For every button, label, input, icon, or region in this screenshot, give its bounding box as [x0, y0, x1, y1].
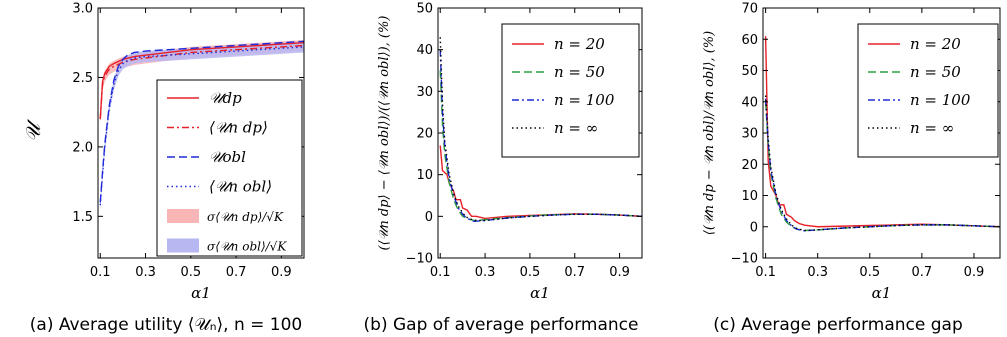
- x-axis-label: α1: [872, 284, 892, 302]
- y-tick-label: −10: [406, 252, 433, 267]
- y-tick-label: 50: [416, 2, 433, 17]
- legend: n = 20 n = 50 n = 100 n = ∞: [501, 23, 640, 158]
- x-tick-label: 0.7: [912, 265, 933, 280]
- legend-label: n = 20: [910, 35, 961, 53]
- series-line-3: [99, 46, 304, 206]
- legend-label: n = 100: [910, 91, 971, 109]
- legend-label: n = 20: [554, 35, 605, 53]
- series-line-2: [99, 40, 304, 203]
- panel-a: 0.1 0.3 0.5 0.7 0.9 1.5 2.0 2.5 3.0 α1 𝒰 𝒰dp ⟨𝒰n dp⟩…: [21, 2, 305, 302]
- panel-c: 0.1 0.3 0.5 0.7 0.9 −10 0 10 20 30 40 50 60 70 α1 ⟨(𝒰n …: [702, 2, 1001, 302]
- y-tick-label: 40: [741, 95, 758, 110]
- y-tick-label: 70: [741, 2, 758, 17]
- legend-band-swatch: [167, 209, 199, 223]
- legend-label: ⟨𝒰n obl⟩: [209, 178, 272, 196]
- y-tick-label: 2.0: [72, 140, 93, 155]
- y-tick-label: 30: [741, 127, 758, 142]
- legend-label: n = 50: [554, 63, 605, 81]
- y-axis-label: (⟨𝒰n dp⟩ − ⟨𝒰n obl⟩)/(⟨𝒰n obl⟩), (%): [377, 16, 392, 251]
- legend-label: 𝒰obl: [209, 148, 246, 166]
- x-tick-label: 0.7: [226, 265, 247, 280]
- legend-label: n = ∞: [910, 119, 954, 137]
- x-tick-label: 0.9: [271, 265, 292, 280]
- x-tick-label: 0.5: [520, 265, 541, 280]
- plot-area: [439, 37, 642, 223]
- y-axis-label: ⟨(𝒰n dp − 𝒰n obl)/𝒰n obl⟩, (%): [702, 31, 717, 235]
- legend-label: n = 50: [910, 63, 961, 81]
- x-tick-label: 0.7: [564, 265, 585, 280]
- x-tick-label: 0.3: [475, 265, 496, 280]
- legend-label: ⟨𝒰n dp⟩: [209, 119, 268, 137]
- x-tick-label: 0.3: [807, 265, 828, 280]
- y-tick-label: 50: [741, 64, 758, 79]
- caption-a: (a) Average utility ⟨𝒰ₙ⟩, n = 100: [30, 315, 302, 335]
- y-tick-label: 40: [416, 43, 433, 58]
- series-line-2: [439, 49, 642, 223]
- legend-label: n = ∞: [554, 119, 598, 137]
- x-tick-label: 0.9: [964, 265, 985, 280]
- caption-b: (b) Gap of average performance: [364, 315, 639, 335]
- y-tick-label: 30: [416, 85, 433, 100]
- series-line-3: [764, 95, 1000, 232]
- series-line-3: [439, 37, 642, 222]
- y-tick-label: 2.5: [72, 71, 93, 86]
- x-tick-label: 0.1: [430, 265, 451, 280]
- x-tick-label: 0.5: [180, 265, 201, 280]
- y-tick-label: −10: [731, 252, 758, 267]
- y-tick-label: 10: [416, 168, 433, 183]
- y-tick-label: 20: [416, 127, 433, 142]
- y-tick-label: 0: [425, 210, 433, 225]
- plot-area: [99, 39, 304, 211]
- x-tick-label: 0.1: [90, 265, 111, 280]
- x-axis-label: α1: [191, 284, 211, 302]
- x-tick-label: 0.9: [609, 265, 630, 280]
- series-line-1: [99, 44, 304, 120]
- legend-label: σ⟨𝒰n obl⟩/√K: [207, 240, 287, 254]
- x-tick-label: 0.5: [859, 265, 880, 280]
- plot-area: [764, 36, 1000, 232]
- axes-frame: [97, 7, 305, 259]
- legend: n = 20 n = 50 n = 100 n = ∞: [857, 23, 999, 158]
- x-tick-label: 0.1: [755, 265, 776, 280]
- legend-label: n = 100: [554, 91, 615, 109]
- legend: 𝒰dp ⟨𝒰n dp⟩ 𝒰obl ⟨𝒰n obl⟩ σ⟨𝒰n dp⟩/√K σ⟨𝒰n ob…: [156, 79, 303, 257]
- legend-band-swatch: [167, 238, 199, 253]
- legend-label: 𝒰dp: [209, 89, 242, 107]
- y-tick-label: 3.0: [72, 2, 93, 17]
- x-axis-label: α1: [530, 284, 550, 302]
- y-tick-label: 0: [750, 220, 758, 235]
- x-tick-label: 0.3: [135, 265, 156, 280]
- caption-c: (c) Average performance gap: [713, 315, 963, 335]
- y-axis-label: 𝒰: [21, 118, 45, 142]
- y-tick-label: 60: [741, 33, 758, 48]
- y-tick-label: 20: [741, 158, 758, 173]
- series-line-0: [99, 42, 304, 120]
- panel-b: 0.1 0.3 0.5 0.7 0.9 −10 0 10 20 30 40 50 α1 (⟨𝒰n dp⟩ …: [377, 2, 643, 302]
- y-tick-label: 10: [741, 189, 758, 204]
- legend-label: σ⟨𝒰n dp⟩/√K: [207, 210, 284, 224]
- y-tick-label: 1.5: [72, 210, 93, 225]
